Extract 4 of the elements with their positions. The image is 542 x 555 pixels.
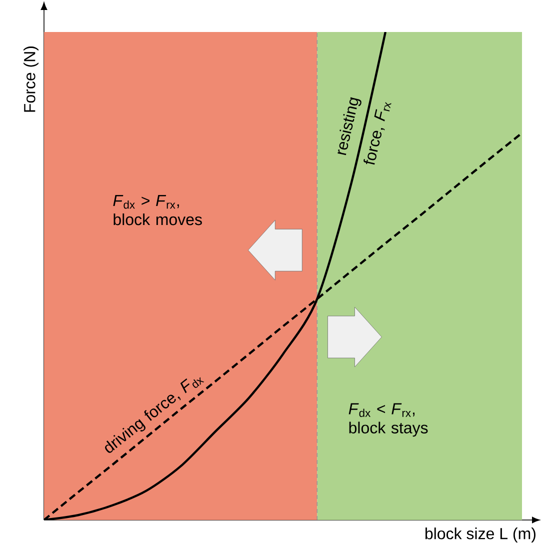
- annotation: F$_{dx}$ < F$_{rx}$, block stays: [348, 403, 428, 437]
- x-axis-title: block size L (m): [425, 528, 536, 542]
- annotation: F$_{dx}$ > F$_{rx}$, block moves: [113, 195, 202, 226]
- y-axis-title: Force (N): [24, 46, 38, 112]
